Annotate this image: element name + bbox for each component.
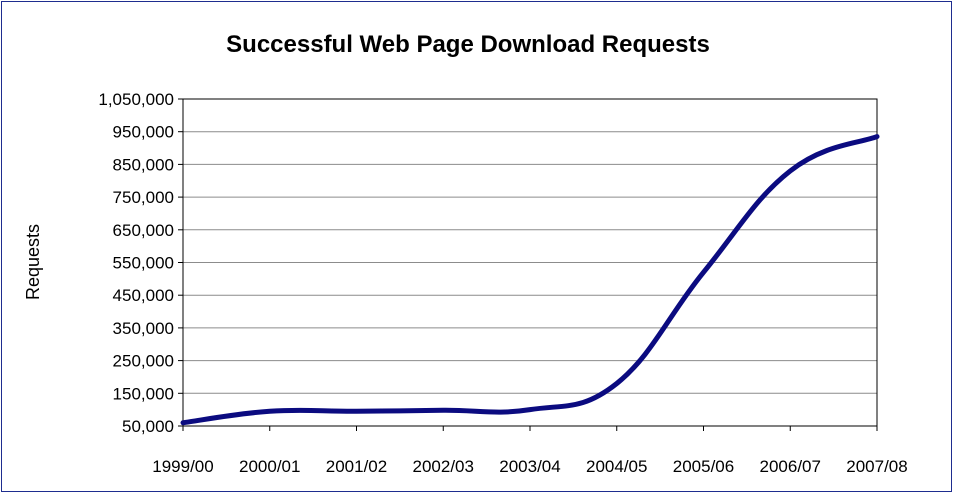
y-tick-label: 450,000 bbox=[113, 286, 174, 305]
y-tick-label: 650,000 bbox=[113, 221, 174, 240]
x-tick-label: 2000/01 bbox=[239, 457, 300, 476]
x-tick-label: 2001/02 bbox=[326, 457, 387, 476]
y-tick-label: 750,000 bbox=[113, 188, 174, 207]
series-line bbox=[180, 134, 880, 426]
y-tick-label: 950,000 bbox=[113, 123, 174, 142]
x-tick-label: 2003/04 bbox=[499, 457, 560, 476]
x-tick-label: 2006/07 bbox=[760, 457, 821, 476]
plot-area: 50,000 150,000 250,000 350,000 450,000 550,00… bbox=[98, 90, 907, 476]
y-tick-label: 150,000 bbox=[113, 384, 174, 403]
y-tick-label: 1,050,000 bbox=[98, 90, 174, 109]
chart-title: Successful Web Page Download Requests bbox=[226, 31, 710, 58]
y-axis-label: Requests bbox=[23, 224, 43, 300]
y-tick-label: 850,000 bbox=[113, 155, 174, 174]
y-tick-label: 250,000 bbox=[113, 352, 174, 371]
y-tick-label: 50,000 bbox=[122, 417, 174, 436]
x-tick-label: 2007/08 bbox=[846, 457, 907, 476]
x-tick-label: 1999/00 bbox=[152, 457, 213, 476]
x-tick-label: 2004/05 bbox=[586, 457, 647, 476]
x-tick-label: 2002/03 bbox=[413, 457, 474, 476]
y-tick-label: 550,000 bbox=[113, 254, 174, 273]
x-tick-label: 2005/06 bbox=[673, 457, 734, 476]
y-tick-label: 350,000 bbox=[113, 319, 174, 338]
